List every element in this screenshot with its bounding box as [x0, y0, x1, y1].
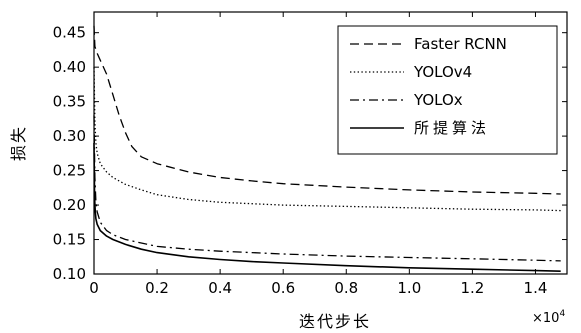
- y-tick-label: 0.40: [53, 58, 86, 76]
- x-tick-label: 0.8: [334, 279, 358, 297]
- legend-label-1: YOLOv4: [413, 63, 472, 81]
- y-tick-label: 0.20: [53, 196, 86, 214]
- legend-label-3: 所提算法: [414, 119, 490, 137]
- series-line-2: [93, 115, 561, 262]
- y-tick-label: 0.45: [53, 24, 86, 42]
- series-lines: [93, 25, 561, 272]
- legend-label-2: YOLOx: [413, 91, 463, 109]
- y-tick-label: 0.15: [53, 231, 86, 249]
- legend-box: [337, 25, 558, 155]
- x-tick-label: 1.4: [524, 279, 548, 297]
- x-tick-label: 1.0: [397, 279, 421, 297]
- x-tick-label: 0.6: [271, 279, 295, 297]
- x-axis-multiplier-base: ×10: [532, 311, 559, 326]
- legend: Faster RCNN YOLOv4 YOLOx 所提算法: [337, 25, 558, 155]
- legend-items: Faster RCNN YOLOv4 YOLOx 所提算法: [350, 35, 507, 137]
- x-tick-label: 1.2: [460, 279, 484, 297]
- y-tick-label: 0.30: [53, 127, 86, 145]
- series-line-1: [93, 67, 561, 212]
- y-tick-label: 0.25: [53, 162, 86, 180]
- y-axis-label: 损失: [9, 125, 28, 161]
- series-line-3: [93, 142, 561, 272]
- y-tick-label: 0.10: [53, 265, 86, 283]
- x-axis-ticks: 0 0.2 0.4 0.6 0.8 1.0 1.2 1.4: [89, 12, 547, 297]
- x-tick-label: 0: [89, 279, 99, 297]
- x-axis-multiplier-exponent: 4: [559, 309, 565, 319]
- y-tick-label: 0.35: [53, 93, 86, 111]
- x-axis-label: 迭代步长: [299, 312, 371, 331]
- x-axis-multiplier: ×104: [532, 309, 565, 326]
- y-axis-ticks: 0.10 0.15 0.20 0.25 0.30 0.35 0.40 0.45: [53, 24, 567, 283]
- legend-label-0: Faster RCNN: [414, 35, 507, 53]
- x-tick-label: 0.4: [208, 279, 232, 297]
- x-tick-label: 0.2: [145, 279, 169, 297]
